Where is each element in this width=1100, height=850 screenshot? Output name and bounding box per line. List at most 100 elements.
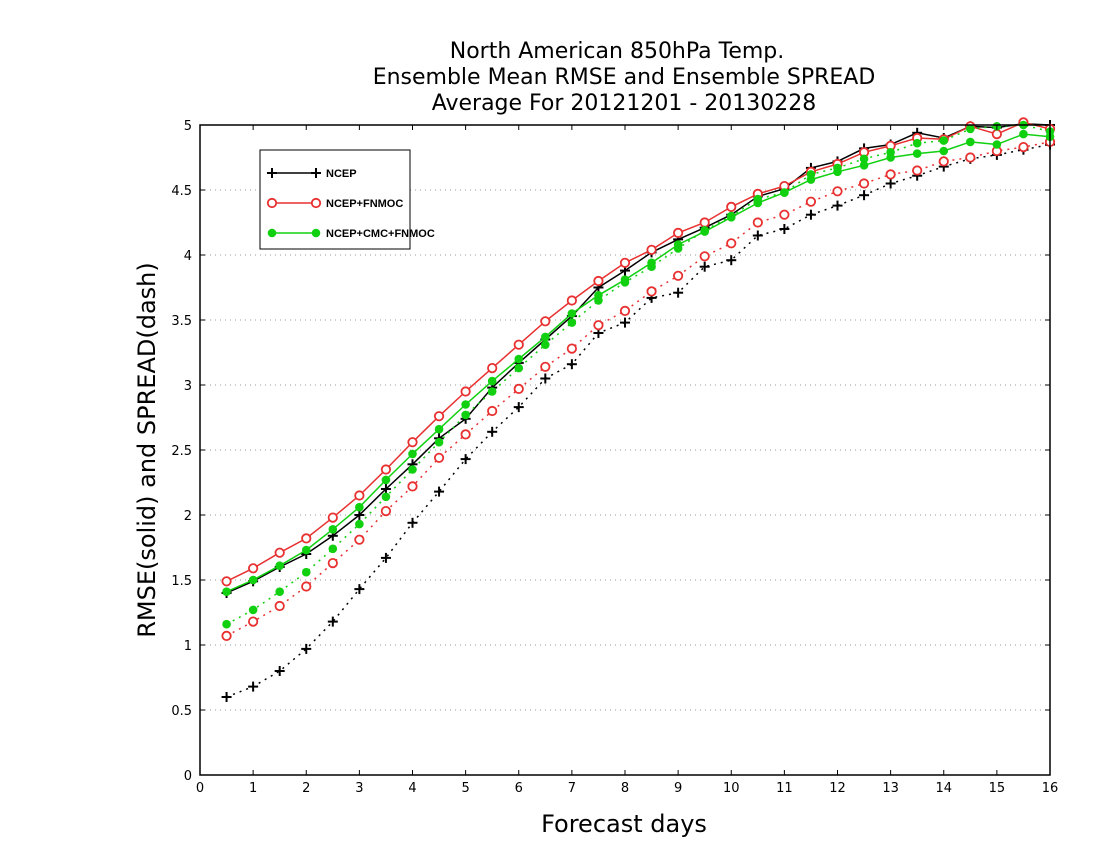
x-tick-label-3: 3 [355, 781, 363, 796]
point-rmse-ncep-cmc-fnmoc-1 [248, 575, 258, 585]
point-spread-ncep-7 [407, 517, 418, 528]
chart-title-line-2: Ensemble Mean RMSE and Ensemble SPREAD [373, 65, 876, 90]
x-tick-label-4: 4 [408, 781, 416, 796]
point-spread-ncep-2 [274, 666, 285, 676]
y-tick-label-6: 3 [184, 379, 192, 394]
point-spread-ncep-cmc-fnmoc-14 [594, 296, 603, 305]
x-tick-label-8: 8 [621, 781, 629, 796]
point-spread-ncep-10 [487, 426, 498, 437]
chart-title-line-1: North American 850hPa Temp. [450, 39, 785, 64]
point-spread-ncep-fnmoc-23 [832, 186, 843, 197]
x-tick-label-9: 9 [674, 781, 682, 796]
point-spread-ncep-fnmoc-20 [752, 217, 763, 228]
point-spread-ncep-22 [805, 209, 816, 220]
point-rmse-ncep-fnmoc-14 [593, 275, 604, 287]
point-spread-ncep-24 [859, 190, 870, 201]
point-spread-ncep-cmc-fnmoc-27 [939, 136, 949, 145]
point-spread-ncep-cmc-fnmoc-22 [806, 170, 816, 179]
point-spread-ncep-fnmoc-12 [540, 361, 551, 372]
point-spread-ncep-cmc-fnmoc-21 [780, 188, 789, 197]
point-rmse-ncep-cmc-fnmoc-11 [514, 354, 524, 364]
point-rmse-ncep-fnmoc-5 [354, 490, 365, 501]
point-spread-ncep-cmc-fnmoc-16 [647, 262, 656, 272]
point-spread-ncep-fnmoc-8 [433, 452, 445, 463]
y-tick-label-2: 1 [184, 639, 192, 654]
point-rmse-ncep-cmc-fnmoc-26 [912, 149, 922, 158]
point-spread-ncep-cmc-fnmoc-23 [833, 163, 842, 173]
point-spread-ncep-cmc-fnmoc-26 [912, 138, 922, 148]
point-spread-ncep-20 [752, 230, 763, 241]
y-tick-label-4: 2 [184, 509, 192, 524]
point-spread-ncep-cmc-fnmoc-25 [886, 148, 895, 157]
point-rmse-ncep-fnmoc-29 [991, 129, 1002, 140]
y-tick-label-9: 4.5 [171, 184, 192, 199]
point-rmse-ncep-fnmoc-2 [274, 547, 285, 558]
point-spread-ncep-fnmoc-13 [566, 343, 577, 354]
x-tick-label-5: 5 [461, 781, 469, 796]
legend: NCEP NCEP+FNMOC NCEP+CMC+FNMOC [259, 149, 435, 250]
x-tick-label-15: 15 [989, 781, 1006, 796]
point-spread-ncep-fnmoc-2 [274, 600, 285, 612]
point-spread-ncep-cmc-fnmoc-19 [726, 211, 736, 221]
point-spread-ncep-fnmoc-16 [646, 286, 657, 297]
series-line-rmse-ncep [226, 122, 1051, 594]
axes [199, 124, 1051, 776]
y-tick-label-3: 1.5 [171, 574, 192, 589]
point-spread-ncep-cmc-fnmoc-1 [248, 605, 258, 615]
point-spread-ncep-cmc-fnmoc-4 [328, 544, 338, 554]
point-spread-ncep-fnmoc-17 [673, 270, 684, 281]
point-rmse-ncep-fnmoc-15 [619, 257, 631, 268]
x-axis-label: Forecast days [541, 810, 707, 838]
point-rmse-ncep-cmc-fnmoc-13 [567, 309, 577, 318]
point-spread-ncep-cmc-fnmoc-9 [461, 410, 470, 420]
point-spread-ncep-cmc-fnmoc-0 [222, 619, 231, 629]
legend-label-ncep: NCEP [326, 168, 357, 180]
x-tick-label-12: 12 [829, 781, 846, 796]
point-spread-ncep-18 [699, 261, 710, 272]
point-spread-ncep-cmc-fnmoc-5 [355, 519, 364, 529]
point-rmse-ncep-cmc-fnmoc-2 [275, 561, 284, 570]
point-rmse-ncep-fnmoc-3 [301, 533, 312, 544]
point-spread-ncep-fnmoc-21 [779, 209, 790, 220]
x-tick-label-10: 10 [723, 781, 740, 796]
point-spread-ncep-6 [380, 552, 391, 563]
point-spread-ncep-fnmoc-1 [248, 616, 259, 627]
x-tick-label-14: 14 [935, 781, 952, 796]
point-spread-ncep-13 [566, 359, 577, 370]
y-tick-label-10: 5 [184, 119, 192, 134]
y-tick-label-7: 3.5 [171, 314, 192, 329]
point-spread-ncep-fnmoc-24 [858, 178, 870, 189]
point-spread-ncep-21 [779, 224, 790, 234]
point-rmse-ncep-cmc-fnmoc-10 [487, 376, 497, 386]
point-spread-ncep-cmc-fnmoc-18 [700, 226, 709, 235]
legend-marker-end-ncep [311, 168, 321, 178]
point-rmse-ncep-cmc-fnmoc-5 [355, 502, 364, 512]
point-spread-ncep-cmc-fnmoc-15 [620, 278, 630, 287]
point-rmse-ncep-fnmoc-10 [487, 362, 498, 374]
y-tick-label-8: 4 [184, 249, 192, 264]
plot-series [221, 117, 1056, 702]
point-spread-ncep-23 [832, 200, 843, 211]
legend-marker-end-ncep-fnmoc [310, 197, 322, 209]
point-spread-ncep-fnmoc-9 [460, 429, 471, 440]
point-spread-ncep-fnmoc-3 [301, 581, 312, 592]
y-tick-label-0: 0 [184, 769, 192, 784]
legend-label-ncep-cmc-fnmoc: NCEP+CMC+FNMOC [326, 228, 435, 240]
point-spread-ncep-4 [327, 616, 338, 627]
chart-title-line-3: Average For 20121201 - 20130228 [432, 91, 817, 116]
point-spread-ncep-12 [540, 373, 551, 384]
point-spread-ncep-fnmoc-25 [885, 169, 896, 180]
point-spread-ncep-fnmoc-22 [805, 196, 817, 207]
y-tick-label-5: 2.5 [171, 444, 192, 459]
legend-marker-start-ncep-fnmoc [266, 197, 278, 209]
point-spread-ncep-17 [673, 287, 684, 298]
point-rmse-ncep-cmc-fnmoc-27 [939, 146, 949, 156]
point-spread-ncep-cmc-fnmoc-7 [408, 465, 417, 474]
point-rmse-ncep-fnmoc-11 [513, 339, 524, 350]
point-rmse-ncep-fnmoc-16 [646, 244, 657, 255]
point-rmse-ncep-cmc-fnmoc-29 [992, 140, 1002, 149]
x-tick-label-13: 13 [882, 781, 899, 796]
point-rmse-ncep-cmc-fnmoc-7 [408, 449, 417, 459]
point-spread-ncep-cmc-fnmoc-20 [753, 194, 763, 204]
